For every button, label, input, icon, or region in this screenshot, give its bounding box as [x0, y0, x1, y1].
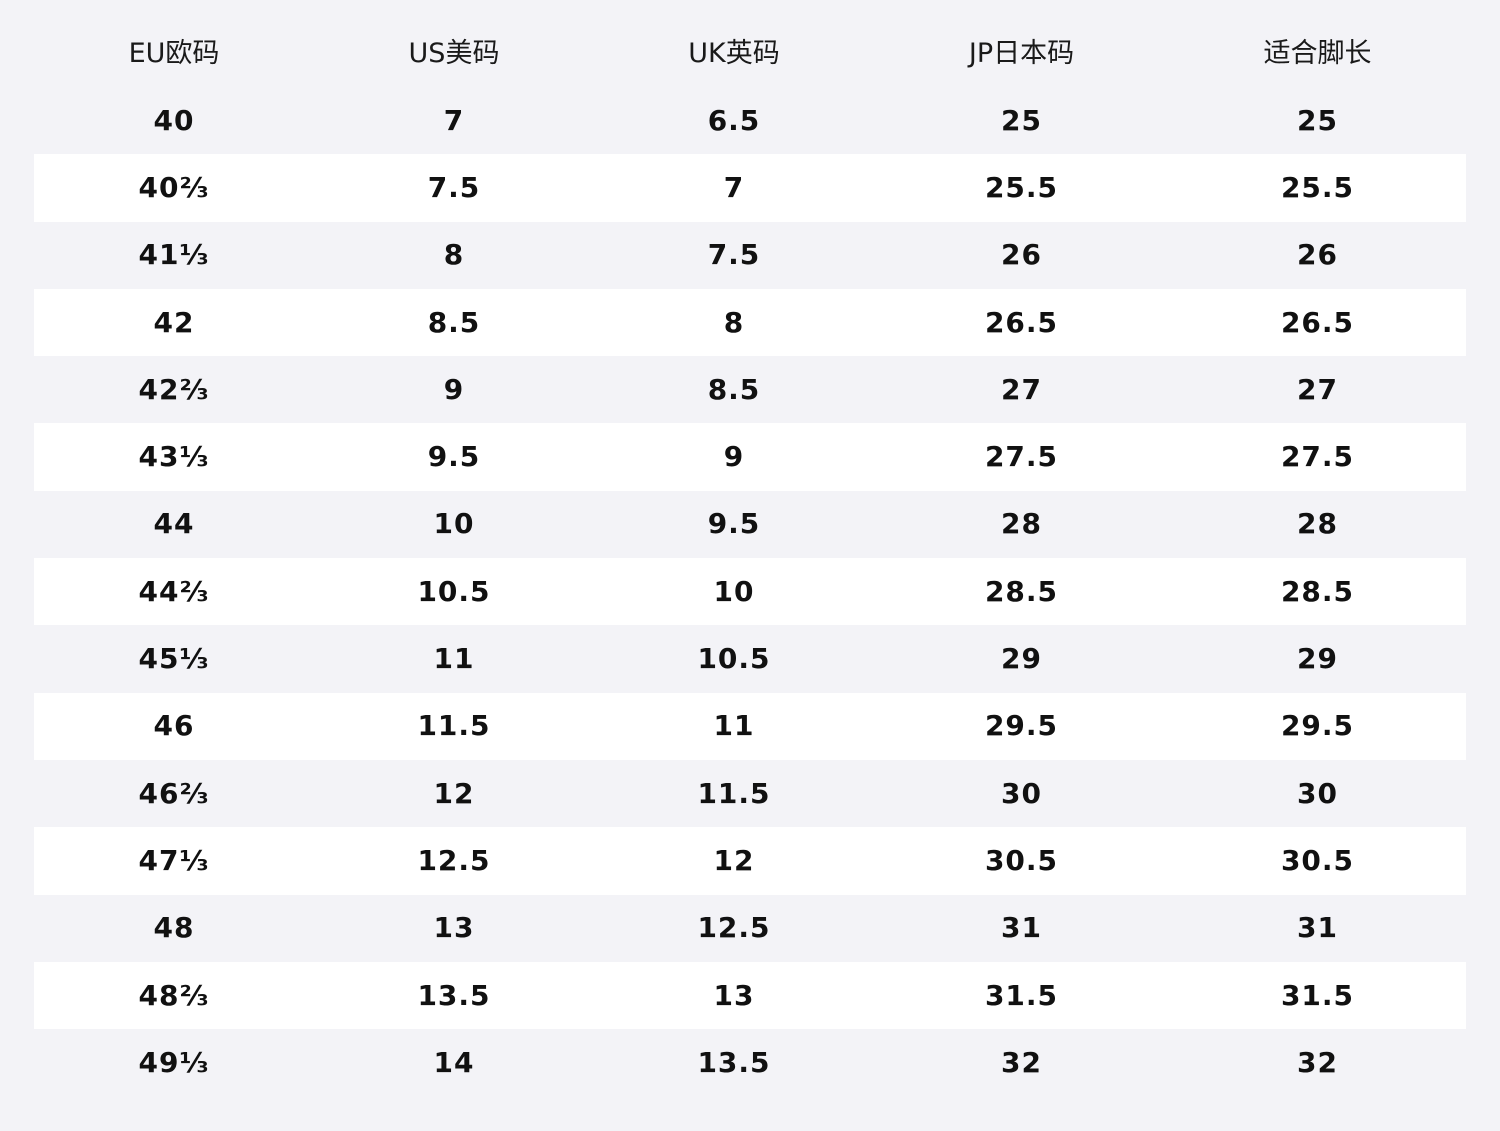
cell-eu-size: 44⅔: [138, 574, 210, 608]
cell-us-size: 8: [443, 238, 465, 272]
cell-jp-size: 27: [1001, 372, 1042, 406]
cell-eu-size: 48: [153, 911, 195, 945]
cell-jp-size: 25: [1001, 103, 1042, 137]
cell-us-size: 11: [433, 642, 475, 676]
cell-eu-size: 46: [153, 709, 195, 743]
cell-us-size: 13.5: [417, 978, 491, 1012]
cell-us-size: 7.5: [427, 170, 481, 204]
cell-jp-size: 29: [1001, 642, 1042, 676]
cell-foot-length: 29.5: [1280, 709, 1355, 743]
size-chart-table: EU欧码 US美码 UK英码 JP日本码 适合脚长 40 7 6.5 25 25 40⅔ 7…: [34, 20, 1466, 1097]
table-row: 42⅔ 9 8.5 27 27: [34, 356, 1466, 424]
header-us: US美码: [408, 38, 500, 69]
cell-foot-length: 26.5: [1280, 305, 1355, 339]
cell-uk-size: 11: [713, 709, 755, 743]
cell-uk-size: 13: [713, 978, 755, 1012]
cell-uk-size: 7.5: [707, 238, 761, 272]
header-eu: EU欧码: [128, 38, 220, 69]
header-uk: UK英码: [688, 38, 780, 69]
cell-uk-size: 10: [713, 574, 755, 608]
cell-us-size: 12.5: [417, 843, 491, 877]
cell-jp-size: 26: [1001, 238, 1042, 272]
cell-eu-size: 44: [153, 507, 195, 541]
cell-us-size: 14: [433, 1045, 475, 1079]
cell-uk-size: 9.5: [707, 507, 761, 541]
table-row: 44⅔ 10.5 10 28.5 28.5: [34, 558, 1466, 626]
cell-foot-length: 31: [1297, 911, 1338, 945]
cell-jp-size: 25.5: [984, 170, 1059, 204]
cell-us-size: 13: [433, 911, 475, 945]
cell-jp-size: 31.5: [984, 978, 1059, 1012]
cell-foot-length: 31.5: [1280, 978, 1355, 1012]
cell-jp-size: 30.5: [984, 843, 1059, 877]
cell-jp-size: 30: [1001, 776, 1042, 810]
cell-foot-length: 27.5: [1280, 440, 1355, 474]
table-row: 43⅓ 9.5 9 27.5 27.5: [34, 423, 1466, 491]
cell-jp-size: 28: [1001, 507, 1042, 541]
cell-foot-length: 25: [1297, 103, 1338, 137]
cell-foot-length: 30.5: [1280, 843, 1355, 877]
cell-foot-length: 26: [1297, 238, 1338, 272]
cell-foot-length: 28.5: [1280, 574, 1355, 608]
cell-uk-size: 6.5: [707, 103, 761, 137]
cell-uk-size: 11.5: [697, 776, 771, 810]
cell-foot-length: 29: [1297, 642, 1338, 676]
cell-uk-size: 9: [723, 440, 745, 474]
header-jp: JP日本码: [968, 38, 1075, 69]
table-row: 47⅓ 12.5 12 30.5 30.5: [34, 827, 1466, 895]
cell-eu-size: 42⅔: [138, 372, 210, 406]
header-foot-length: 适合脚长: [1263, 38, 1372, 69]
cell-uk-size: 12: [713, 843, 755, 877]
cell-foot-length: 30: [1297, 776, 1338, 810]
cell-uk-size: 13.5: [697, 1045, 771, 1079]
table-row: 40 7 6.5 25 25: [34, 87, 1466, 155]
cell-us-size: 10: [433, 507, 475, 541]
cell-jp-size: 31: [1001, 911, 1042, 945]
cell-eu-size: 42: [153, 305, 195, 339]
table-row: 46⅔ 12 11.5 30 30: [34, 759, 1466, 828]
table-header-row: EU欧码 US美码 UK英码 JP日本码 适合脚长: [34, 20, 1466, 87]
cell-uk-size: 10.5: [697, 642, 771, 676]
cell-eu-size: 45⅓: [138, 642, 210, 676]
table-row: 48 13 12.5 31 31: [34, 894, 1466, 962]
table-row: 45⅓ 11 10.5 29 29: [34, 625, 1466, 693]
cell-foot-length: 27: [1297, 372, 1338, 406]
cell-uk-size: 8: [723, 305, 745, 339]
cell-jp-size: 28.5: [984, 574, 1059, 608]
cell-us-size: 11.5: [417, 709, 491, 743]
cell-us-size: 12: [433, 776, 475, 810]
table-row: 40⅔ 7.5 7 25.5 25.5: [34, 154, 1466, 222]
cell-eu-size: 48⅔: [138, 978, 210, 1012]
cell-us-size: 8.5: [427, 305, 481, 339]
cell-us-size: 7: [443, 103, 465, 137]
cell-us-size: 9.5: [427, 440, 481, 474]
cell-jp-size: 27.5: [984, 440, 1059, 474]
table-row: 42 8.5 8 26.5 26.5: [34, 288, 1466, 357]
table-body: 40 7 6.5 25 25 40⅔ 7.5 7 25.5 25.5 41⅓ 8 7.5 26 26 42 8.…: [34, 87, 1466, 1097]
cell-uk-size: 12.5: [697, 911, 771, 945]
cell-uk-size: 7: [723, 170, 745, 204]
cell-eu-size: 47⅓: [138, 843, 210, 877]
cell-foot-length: 25.5: [1280, 170, 1355, 204]
table-row: 41⅓ 8 7.5 26 26: [34, 221, 1466, 289]
cell-jp-size: 29.5: [984, 709, 1059, 743]
cell-eu-size: 40⅔: [138, 170, 210, 204]
cell-eu-size: 40: [153, 103, 195, 137]
cell-eu-size: 41⅓: [138, 238, 210, 272]
cell-jp-size: 32: [1001, 1045, 1042, 1079]
table-row: 49⅓ 14 13.5 32 32: [34, 1029, 1466, 1097]
cell-uk-size: 8.5: [707, 372, 761, 406]
cell-eu-size: 46⅔: [138, 776, 210, 810]
cell-eu-size: 43⅓: [138, 440, 210, 474]
cell-us-size: 9: [443, 372, 465, 406]
cell-foot-length: 28: [1297, 507, 1338, 541]
table-row: 46 11.5 11 29.5 29.5: [34, 692, 1466, 760]
table-row: 48⅔ 13.5 13 31.5 31.5: [34, 961, 1466, 1030]
cell-us-size: 10.5: [417, 574, 491, 608]
table-row: 44 10 9.5 28 28: [34, 490, 1466, 559]
cell-eu-size: 49⅓: [138, 1045, 210, 1079]
cell-foot-length: 32: [1297, 1045, 1338, 1079]
cell-jp-size: 26.5: [984, 305, 1059, 339]
